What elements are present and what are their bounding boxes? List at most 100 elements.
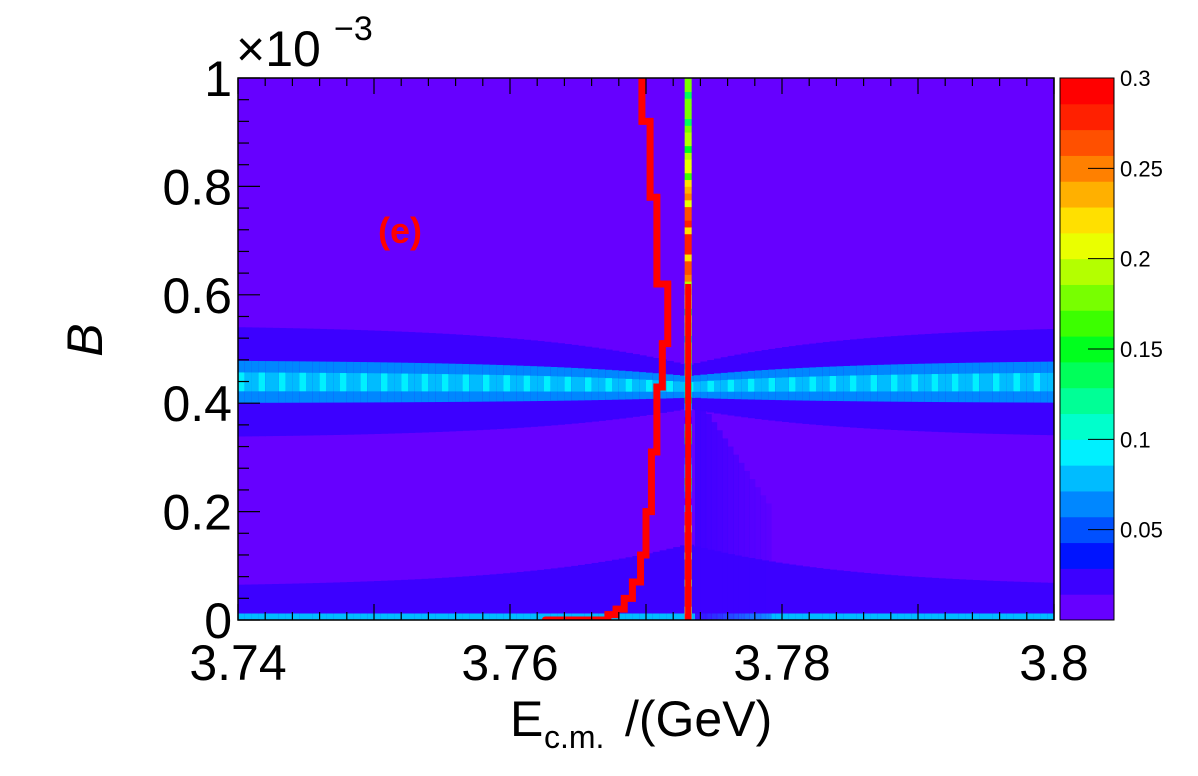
heatmap-cell: [754, 613, 763, 620]
heatmap-cell: [469, 613, 477, 620]
heatmap-cell: [666, 380, 674, 392]
heatmap-cell: [584, 377, 593, 392]
heatmap-cell: [306, 583, 314, 620]
heatmap-cell: [765, 503, 772, 620]
heatmap-cell: [958, 579, 967, 620]
heatmap-cell: [918, 374, 926, 392]
heatmap-cell: [374, 613, 382, 620]
heatmap-cell: [931, 374, 939, 392]
heatmap-cell: [618, 613, 627, 620]
heatmap-cell: [863, 572, 871, 620]
heatmap-cell: [863, 613, 871, 620]
heatmap-cell: [285, 613, 293, 620]
heatmap-cell: [299, 583, 307, 620]
y-tick-label: 0.6: [162, 268, 232, 324]
resonance-cell: [684, 84, 692, 92]
heatmap-cell: [945, 613, 953, 620]
heatmap-cell: [476, 575, 484, 620]
heatmap-cell: [694, 397, 701, 620]
color-scale-tick-label: 0.1: [1120, 427, 1151, 452]
heatmap-cell: [822, 568, 831, 620]
resonance-cell: [684, 233, 692, 241]
red-curve-series: [541, 78, 692, 620]
heatmap-cell: [829, 376, 837, 392]
y-tick-label: 0.2: [162, 485, 232, 541]
heatmap-cell: [394, 580, 402, 620]
heatmap-cell: [346, 582, 355, 620]
heatmap-cell: [856, 375, 865, 392]
heatmap-cell: [319, 582, 327, 620]
heatmap-cell: [979, 613, 987, 620]
heatmap-cell: [516, 613, 525, 620]
heatmap-cell: [326, 613, 334, 620]
heatmap-cell: [278, 583, 287, 620]
heatmap-cell: [238, 584, 246, 620]
heatmap-cell: [924, 374, 933, 392]
resonance-cell: [684, 267, 692, 275]
heatmap-cell: [374, 581, 382, 620]
resonance-cell: [684, 152, 692, 160]
heatmap-cell: [448, 374, 457, 392]
heatmap-cell: [448, 613, 457, 620]
heatmap-cell: [510, 613, 518, 620]
heatmap-cell: [931, 577, 939, 620]
heatmap-cell: [754, 487, 761, 620]
heatmap-cell: [734, 379, 742, 392]
resonance-cell: [684, 118, 692, 126]
heatmap-cell: [428, 578, 436, 620]
heatmap-cell: [571, 565, 579, 620]
heatmap-cell: [877, 613, 885, 620]
heatmap-cell: [733, 454, 739, 620]
heatmap-cell: [421, 613, 429, 620]
heatmap-cell: [890, 613, 899, 620]
heatmap-cell: [1013, 373, 1021, 392]
heatmap-cell: [748, 558, 756, 620]
color-scale-ticks: 0.05 0.1 0.15 0.2 0.25 0.3: [1088, 66, 1163, 543]
heatmap-cell: [856, 572, 865, 620]
heatmap-cell: [843, 571, 851, 620]
heatmap-cell: [435, 578, 443, 620]
heatmap-cell: [1020, 613, 1028, 620]
y-axis-label: B: [57, 323, 113, 356]
heatmap-cell: [244, 584, 253, 620]
heatmap-cell: [748, 378, 756, 392]
heatmap-cell: [965, 373, 973, 392]
heatmap-cell: [972, 580, 980, 620]
heatmap-cell: [360, 613, 368, 620]
heatmap-cell: [1047, 613, 1054, 620]
heatmap-cell: [884, 613, 892, 620]
heatmap-cell: [1020, 373, 1028, 392]
heatmap-cell: [1040, 372, 1048, 392]
heatmap-cell: [877, 374, 885, 392]
red-curve-spike: [685, 283, 692, 620]
heatmap-cell: [265, 372, 273, 392]
heatmap-cell: [775, 562, 783, 620]
heatmap-cell: [319, 372, 327, 392]
resonance-cell: [684, 132, 692, 140]
heatmap-cell: [722, 438, 729, 620]
heatmap-cell: [632, 613, 640, 620]
heatmap-cell: [741, 613, 749, 620]
heatmap-cell: [958, 373, 967, 392]
heatmap-cell: [462, 613, 470, 620]
heatmap-cell: [333, 582, 341, 620]
heatmap-cell: [605, 378, 613, 392]
heatmap-cell: [401, 373, 409, 392]
red-curve-point: [658, 340, 666, 348]
heatmap-cell: [741, 556, 749, 620]
heatmap-cell: [278, 613, 287, 620]
heatmap-cell: [482, 613, 491, 620]
resonance-cell: [684, 260, 692, 269]
heatmap-cell: [414, 373, 423, 392]
heatmap-cell: [850, 571, 858, 620]
heatmap-cell: [711, 422, 718, 620]
heatmap-cell: [782, 613, 790, 620]
heatmap-cell: [346, 613, 355, 620]
heatmap-cell: [836, 570, 844, 620]
resonance-cell: [684, 105, 692, 113]
heatmap-cell: [380, 613, 389, 620]
heatmap-cell: [931, 613, 939, 620]
heatmap-cell: [292, 583, 300, 620]
heatmap-cell: [374, 373, 382, 392]
resonance-cell: [684, 199, 692, 208]
